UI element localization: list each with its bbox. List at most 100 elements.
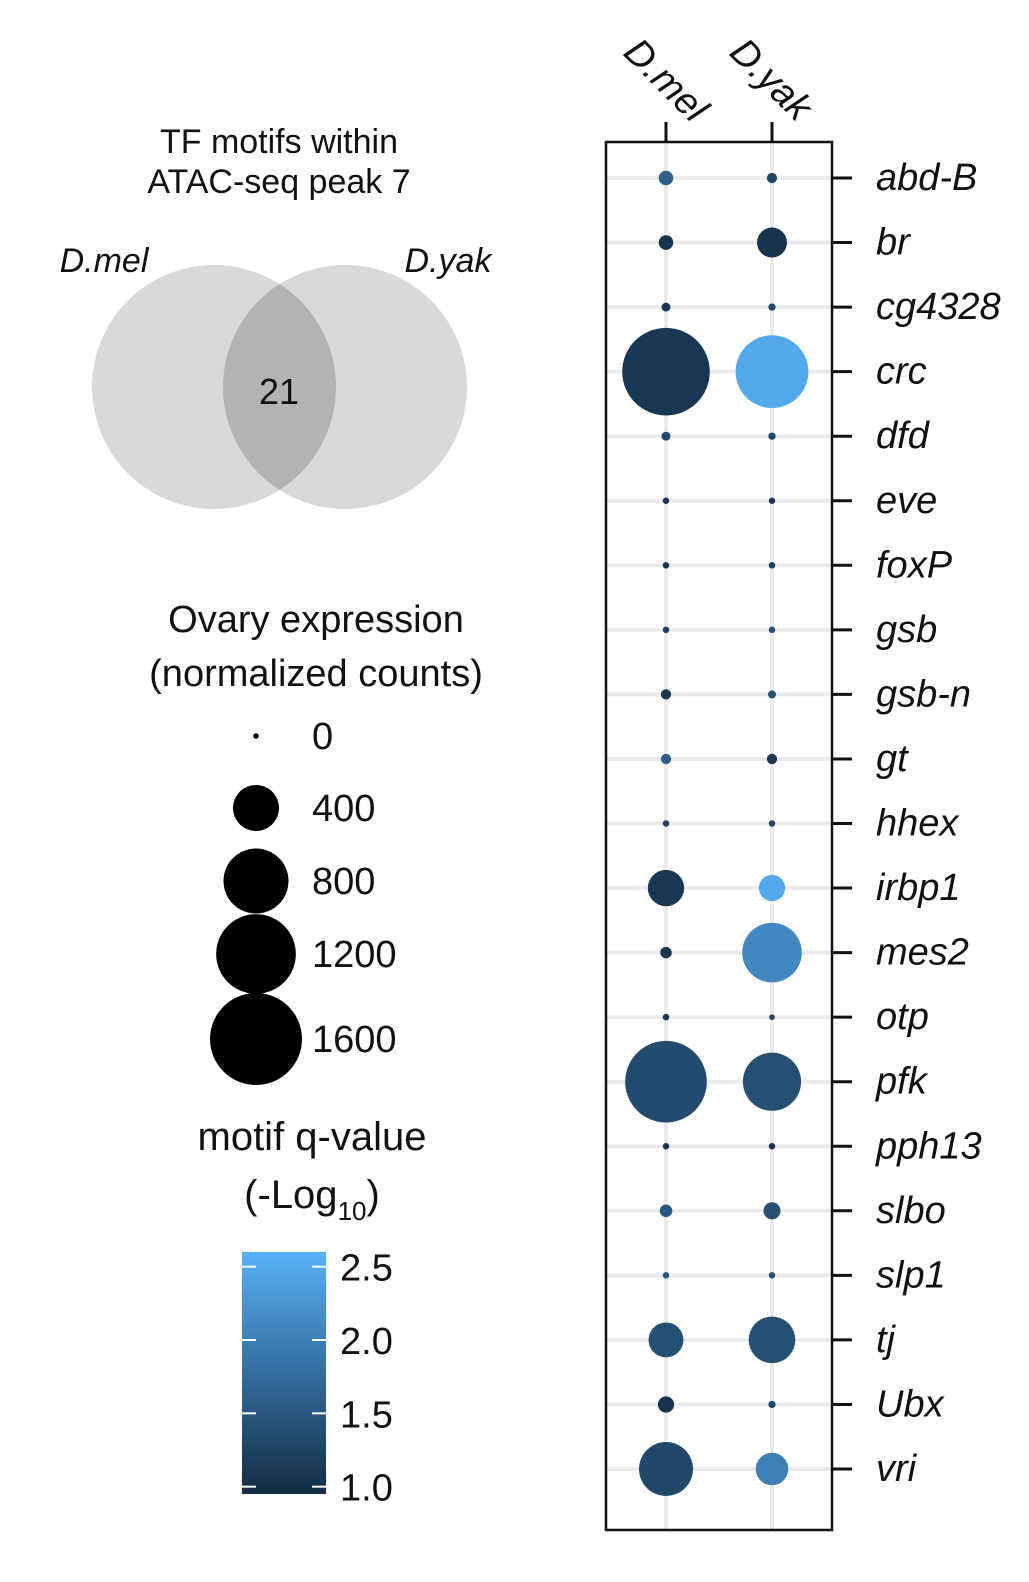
row-label-slp1: slp1 [876,1254,946,1296]
dot-slbo-d-yak [763,1202,781,1220]
dot-gsb-d-yak [768,626,776,634]
dot-irbp1-d-mel [647,869,685,907]
colorbar-label-1-0: 1.0 [340,1468,393,1510]
size-legend-items: 0 400 800 1200 1600 [210,716,397,1085]
size-legend-dot-1600 [210,993,302,1085]
size-legend-title-line2: (normalized counts) [149,653,483,695]
dot-vri-d-mel [639,1442,693,1496]
dot-hhex-d-yak [768,820,776,827]
venn-overlap-region [223,265,336,509]
dots [622,170,809,1496]
row-label-mes2: mes2 [876,932,969,974]
dot-gt-d-yak [766,753,778,765]
row-label-abd-b: abd-B [876,157,977,199]
row-label-crc: crc [876,351,927,393]
color-legend-title-main: (-Log [244,1173,337,1217]
size-legend-dot-0 [253,733,259,739]
row-label-foxp: foxP [876,544,953,586]
row-label-slbo: slbo [876,1190,946,1232]
dot-mes2-d-yak [742,922,802,983]
row-label-br: br [876,222,911,264]
row-label-pfk: pfk [875,1061,929,1103]
dot-otp-d-yak [769,1014,775,1020]
dot-crc-d-mel [622,327,710,416]
size-legend-label-1600: 1600 [312,1019,397,1061]
dot-abd-b-d-mel [658,170,674,186]
dot-ubx-d-mel [657,1396,675,1413]
dot-slbo-d-mel [659,1204,673,1218]
row-label-gsb-n: gsb-n [876,673,971,715]
venn-diagram: TF motifs within ATAC-seq peak 7 D.mel D… [60,123,494,509]
dot-otp-d-mel [662,1013,670,1021]
color-legend: motif q-value (-Log10) 2.5 2.0 1.5 1.0 [198,1115,427,1510]
dot-tj-d-yak [748,1316,796,1364]
color-legend-title-line2: (-Log10) [244,1173,380,1226]
venn-left-label: D.mel [60,242,150,280]
row-label-gt: gt [876,738,909,780]
color-legend-title-end: ) [366,1173,379,1217]
column-ticks [664,122,774,142]
venn-right-label: D.yak [405,242,494,280]
size-legend-label-800: 800 [312,861,375,903]
size-legend-dot-400 [233,785,279,831]
row-label-cg4328: cg4328 [876,286,1001,328]
row-label-otp: otp [876,996,929,1038]
dot-vri-d-yak [755,1452,789,1486]
row-labels: abd-B br cg4328 crc dfd eve foxP gsb gsb-n gt hhex… [875,157,1001,1490]
size-legend-label-400: 400 [312,788,375,830]
dot-mes2-d-mel [660,946,672,959]
row-label-tj: tj [876,1319,897,1361]
venn-overlap-count: 21 [259,371,299,412]
column-label-d-mel: D.mel [616,31,717,132]
dot-gt-d-mel [660,753,672,765]
dot-slp1-d-mel [662,1272,670,1279]
row-label-eve: eve [876,480,937,522]
colorbar-ticks: 2.5 2.0 1.5 1.0 [242,1248,393,1510]
dot-plot: D.mel D.yak abd-B br cg4328 crc dfd eve foxP gsb… [604,31,1001,1532]
row-label-dfd: dfd [876,415,931,457]
dot-slp1-d-yak [768,1272,776,1279]
row-label-irbp1: irbp1 [876,867,961,909]
dot-pfk-d-yak [742,1052,802,1111]
column-labels: D.mel D.yak [616,31,822,132]
dot-dfd-d-mel [661,431,671,441]
dot-dfd-d-yak [768,432,776,440]
colorbar-label-1-5: 1.5 [340,1394,393,1436]
size-legend: Ovary expression (normalized counts) 0 40… [149,599,483,1085]
size-legend-title-line1: Ovary expression [168,599,464,641]
size-legend-label-1200: 1200 [312,934,397,976]
row-label-pph13: pph13 [875,1125,982,1167]
dot-gsb-n-d-yak [768,690,776,699]
dot-br-d-yak [757,227,787,258]
row-label-hhex: hhex [876,803,960,845]
venn-title-line1: TF motifs within [160,123,398,161]
row-ticks [832,176,852,1471]
plot-frame [604,140,834,1532]
colorbar [242,1252,326,1494]
dot-gsb-d-mel [662,626,670,634]
color-legend-title-subscript: 10 [338,1196,367,1226]
dot-gsb-n-d-mel [660,689,672,700]
size-legend-dot-800 [223,848,289,914]
dot-crc-d-yak [735,335,809,409]
dot-pfk-d-mel [625,1040,707,1123]
row-label-ubx: Ubx [876,1383,946,1425]
dot-hhex-d-mel [662,820,670,827]
size-legend-dot-1200 [216,914,296,994]
dot-tj-d-mel [648,1322,684,1358]
dot-cg4328-d-mel [661,302,671,312]
dot-ubx-d-yak [768,1400,776,1409]
column-label-d-yak: D.yak [722,31,822,131]
dot-eve-d-yak [768,497,776,505]
dot-cg4328-d-yak [768,303,776,311]
dot-foxp-d-mel [662,562,670,569]
colorbar-label-2-5: 2.5 [340,1248,393,1290]
dot-abd-b-d-yak [766,172,778,184]
dot-eve-d-mel [662,497,670,505]
size-legend-label-0: 0 [312,716,333,758]
dot-pph13-d-mel [662,1142,670,1150]
dot-pph13-d-yak [768,1142,776,1150]
row-label-vri: vri [876,1448,918,1490]
venn-title-line2: ATAC-seq peak 7 [147,163,410,201]
